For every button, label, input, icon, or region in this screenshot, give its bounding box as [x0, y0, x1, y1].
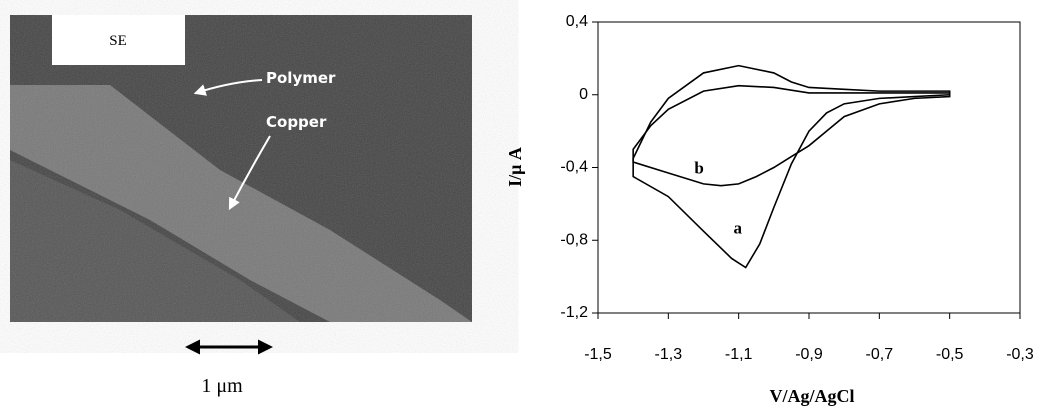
- x-tick-label: -1,3: [655, 346, 683, 363]
- y-tick-label: -0,4: [560, 159, 588, 176]
- y-tick-label: 0,4: [566, 13, 588, 30]
- y-tick-label: 0: [579, 86, 588, 103]
- sem-texture: [10, 15, 472, 322]
- se-box: [52, 15, 185, 65]
- y-tick-label: -0,8: [560, 231, 588, 248]
- cv-curve: [632, 64, 951, 269]
- scale-label: 1 μm: [201, 375, 243, 397]
- curve-label: a: [733, 218, 742, 237]
- cv-curve: [632, 84, 951, 187]
- curve-label: b: [694, 159, 703, 178]
- x-tick-label: -1,1: [725, 346, 753, 363]
- x-tick-label: -0,5: [936, 346, 964, 363]
- plot-frame: [597, 21, 1021, 314]
- se-label: SE: [109, 33, 127, 49]
- y-tick-label: -1,2: [560, 304, 588, 321]
- polymer-arrow: [193, 79, 263, 96]
- x-tick-label: -0,7: [866, 346, 894, 363]
- x-tick-label: -0,3: [1006, 346, 1034, 363]
- x-tick-label: -1,5: [584, 346, 612, 363]
- x-axis-label: V/Ag/AgCl: [770, 386, 855, 406]
- y-axis-label: I/μ A: [505, 147, 525, 187]
- copper-label: Copper: [266, 113, 327, 131]
- x-tick-label: -0,9: [795, 346, 823, 363]
- chart: I/μ A V/Ag/AgCl -1,2 -0,8 -0,4 0 0,4 -1,5 -1,3…: [505, 13, 1034, 406]
- sem-image: SE Polymer Copper 1 μm: [10, 15, 472, 397]
- copper-arrow: [228, 135, 271, 211]
- polymer-label: Polymer: [266, 69, 336, 87]
